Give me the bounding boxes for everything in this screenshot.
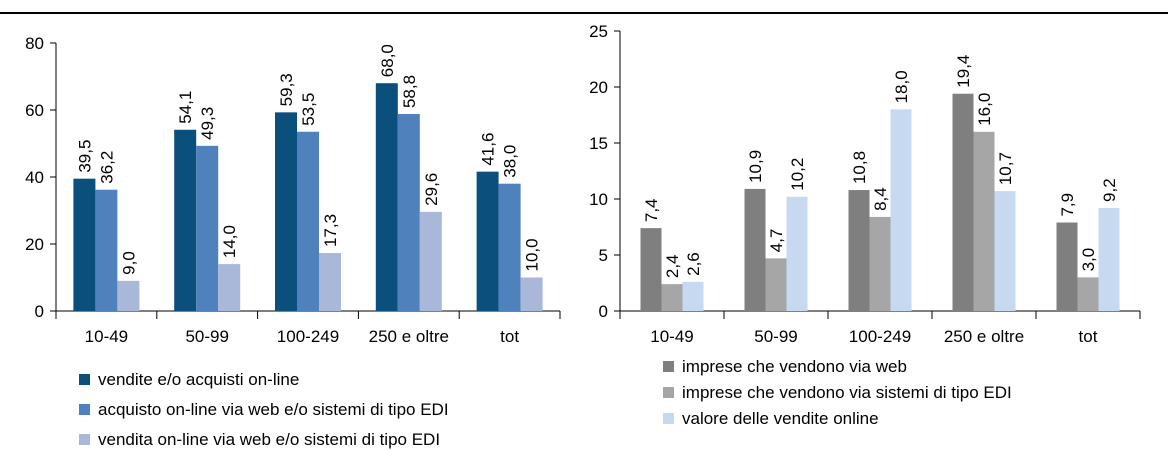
data-label: 4,7 (767, 229, 786, 253)
data-label: 68,0 (378, 44, 397, 77)
bar (117, 280, 140, 311)
bar (890, 109, 912, 312)
data-label: 10,9 (746, 150, 765, 183)
legend-swatch (663, 361, 674, 372)
bar (498, 183, 521, 311)
y-tick-label: 5 (599, 246, 608, 265)
x-tick-label: 100-249 (849, 327, 911, 346)
x-tick-label: 250 e oltre (369, 327, 449, 346)
bar (848, 190, 870, 311)
data-label: 10,7 (996, 152, 1015, 185)
bar (973, 131, 995, 311)
top-rule (0, 12, 1168, 14)
y-tick-label: 20 (25, 235, 44, 254)
y-tick-label: 60 (25, 101, 44, 120)
bar (297, 131, 319, 311)
bar (218, 264, 241, 311)
bar (765, 258, 787, 311)
bar (275, 112, 297, 311)
bar (952, 93, 974, 311)
legend-swatch (79, 404, 90, 415)
y-tick-label: 25 (589, 22, 608, 41)
data-label: 41,6 (479, 133, 498, 166)
bar (1077, 277, 1099, 311)
bar (476, 171, 499, 311)
legend-swatch (79, 374, 90, 385)
data-label: 10,8 (850, 151, 869, 184)
bar (397, 114, 420, 312)
x-tick-label: 10-49 (650, 327, 693, 346)
data-label: 10,2 (788, 158, 807, 191)
data-label: 9,0 (119, 251, 138, 275)
legend-label: vendita on-line via web e/o sistemi di t… (98, 430, 440, 449)
y-tick-label: 0 (35, 302, 44, 321)
legend-label: acquisto on-line via web e/o sistemi di … (98, 400, 449, 419)
y-tick-label: 80 (25, 34, 44, 53)
bar (869, 216, 891, 311)
data-label: 10,0 (523, 238, 542, 271)
bar (73, 178, 96, 311)
bar (319, 253, 341, 311)
data-label: 7,4 (642, 198, 661, 222)
bar (174, 129, 197, 311)
bar (786, 196, 808, 311)
legend-label: imprese che vendono via sistemi di tipo … (682, 383, 1012, 402)
x-tick-label: tot (1079, 327, 1098, 346)
data-label: 53,5 (299, 93, 318, 126)
data-label: 9,2 (1100, 178, 1119, 202)
right-bar-chart: 0 5 10 15 20 25 10-49 50-99 100-249 250 e oltre to… (589, 22, 1141, 428)
data-label: 18,0 (892, 70, 911, 103)
data-label: 49,3 (198, 107, 217, 140)
data-label: 39,5 (75, 140, 94, 173)
data-label: 36,2 (97, 151, 116, 184)
bar (95, 189, 118, 311)
x-tick-label: tot (500, 327, 519, 346)
data-label: 17,3 (321, 214, 340, 247)
left-bar-chart: 0 20 40 60 80 10-49 50-99 100-249 250 e oltre tot… (25, 34, 561, 449)
bar (682, 281, 704, 311)
data-label: 2,4 (663, 254, 682, 278)
legend-label: imprese che vendono via web (682, 357, 907, 376)
data-label: 14,0 (220, 225, 239, 258)
y-tick-label: 40 (25, 168, 44, 187)
data-label: 7,9 (1058, 193, 1077, 217)
bar (640, 228, 662, 311)
bar (1098, 207, 1120, 311)
bar (520, 277, 543, 311)
data-label: 38,0 (501, 145, 520, 178)
legend-label: valore delle vendite online (682, 409, 879, 428)
legend-swatch (79, 434, 90, 445)
legend-label: vendite e/o acquisti on-line (98, 370, 299, 389)
y-tick-label: 10 (589, 190, 608, 209)
bar (661, 284, 683, 311)
y-tick-label: 0 (599, 302, 608, 321)
bar (1056, 222, 1078, 311)
x-tick-label: 50-99 (754, 327, 797, 346)
data-label: 2,6 (684, 252, 703, 276)
legend-swatch (663, 387, 674, 398)
bar (419, 211, 442, 311)
data-label: 3,0 (1079, 248, 1098, 272)
data-label: 16,0 (975, 93, 994, 126)
x-tick-label: 250 e oltre (944, 327, 1024, 346)
x-tick-label: 50-99 (185, 327, 228, 346)
x-tick-label: 100-249 (277, 327, 339, 346)
bar (994, 191, 1016, 311)
bar (196, 145, 219, 311)
data-label: 8,4 (871, 187, 890, 211)
y-tick-label: 20 (589, 78, 608, 97)
data-label: 54,1 (176, 91, 195, 124)
x-tick-label: 10-49 (85, 327, 128, 346)
y-tick-label: 15 (589, 134, 608, 153)
data-label: 19,4 (954, 55, 973, 88)
data-label: 59,3 (277, 73, 296, 106)
data-label: 58,8 (400, 75, 419, 108)
bar (744, 188, 766, 311)
legend-swatch (663, 413, 674, 424)
data-label: 29,6 (422, 173, 441, 206)
bar (375, 83, 398, 311)
